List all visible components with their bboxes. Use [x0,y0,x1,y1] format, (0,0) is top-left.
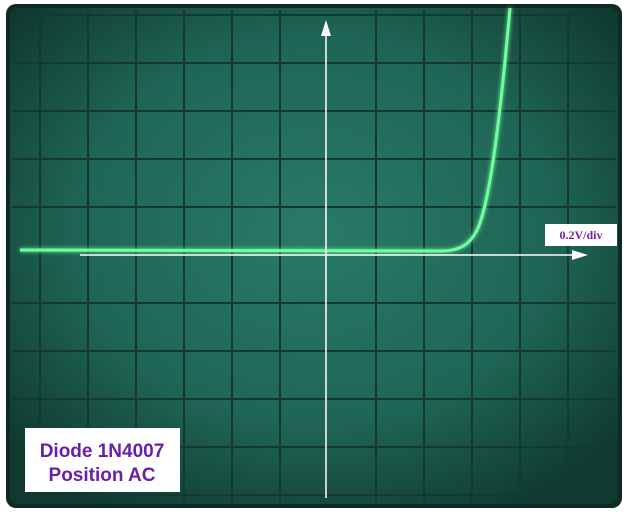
page: 0.2V/div Diode 1N4007 Position AC (() =>… [0,0,628,514]
caption-line: Position AC [49,465,156,486]
scale-label: 0.2V/div [559,228,602,242]
oscilloscope-photo: 0.2V/div Diode 1N4007 Position AC [0,0,628,514]
caption-line: Diode 1N4007 [40,441,165,462]
